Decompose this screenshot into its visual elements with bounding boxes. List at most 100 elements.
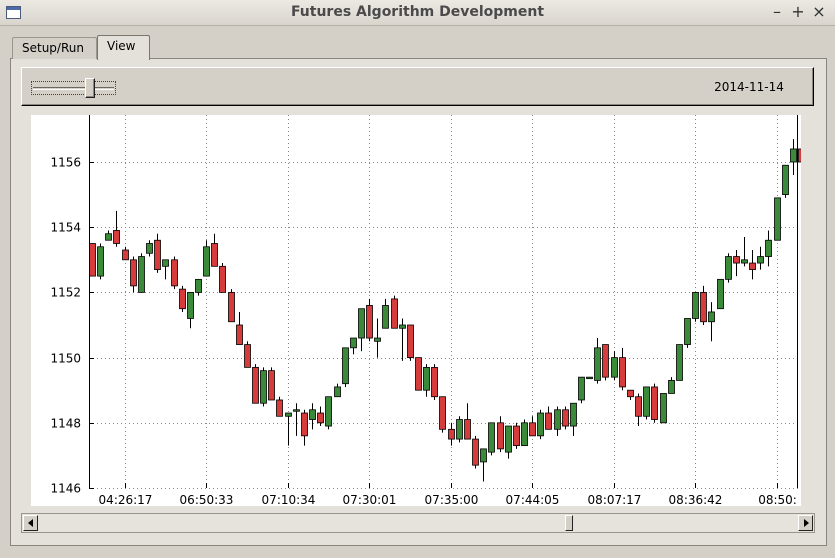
candle-body <box>342 347 349 385</box>
candle-body <box>130 259 137 287</box>
candle-body <box>594 347 601 381</box>
x-tick-label: 08:36:42 <box>669 493 723 506</box>
candle-body <box>122 249 129 261</box>
candle-body <box>554 409 561 430</box>
candle-body <box>374 337 381 342</box>
candle-body <box>708 311 715 323</box>
tab-view[interactable]: View <box>97 35 150 60</box>
candle-layer <box>89 126 830 482</box>
candle-body <box>505 425 512 453</box>
candle-body <box>382 305 389 329</box>
candle-body <box>757 256 764 264</box>
candle-body <box>488 422 495 453</box>
candle-body <box>146 243 153 254</box>
minimize-button[interactable]: – <box>773 2 781 21</box>
scroll-left-button[interactable] <box>23 515 38 531</box>
chart-canvas: 1146 1148 1150 1152 1154 1156 04:26:17 06:50:33… <box>50 115 830 507</box>
candle-body <box>537 412 544 437</box>
arrow-left-icon <box>28 519 33 527</box>
candle-body <box>171 259 178 287</box>
candle-body <box>733 256 740 264</box>
maximize-button[interactable]: + <box>791 2 805 21</box>
candle-body <box>765 239 772 257</box>
candle-body <box>635 396 642 417</box>
candle-body <box>293 409 300 412</box>
x-tick-label: 06:50:33 <box>180 493 234 506</box>
zoom-slider[interactable] <box>31 78 116 98</box>
candle-body <box>480 448 487 463</box>
candle-body <box>521 422 528 447</box>
candle-body <box>619 357 626 388</box>
x-tick-label: 04:26:17 <box>99 493 153 506</box>
scroll-right-button[interactable] <box>798 515 813 531</box>
candle-body <box>570 402 577 427</box>
x-tick-label: 07:10:34 <box>262 493 316 506</box>
candle-body <box>285 412 292 417</box>
candle-body <box>105 233 112 241</box>
candle-body <box>415 357 422 391</box>
candle-body <box>472 438 479 466</box>
candle-body <box>358 308 365 339</box>
scroll-thumb[interactable] <box>565 515 573 531</box>
candle-body <box>692 291 699 319</box>
candle-body <box>668 380 675 394</box>
candle-body <box>228 291 235 323</box>
y-tick-label: 1148 <box>50 417 81 431</box>
candle-body <box>244 344 251 368</box>
candle-body <box>602 344 609 378</box>
candle-body <box>334 386 341 398</box>
candle-body <box>219 265 226 293</box>
y-tick-label: 1146 <box>50 482 81 496</box>
candle-body <box>366 305 373 339</box>
candle-body <box>700 291 707 323</box>
candle-body <box>89 243 96 277</box>
candle-body <box>497 422 504 450</box>
y-tick-label: 1154 <box>50 221 81 235</box>
arrow-right-icon <box>804 519 809 527</box>
candle-body <box>464 419 471 440</box>
candle-body <box>309 409 316 420</box>
candle-body <box>798 148 805 163</box>
window-bottom-edge <box>0 546 835 558</box>
candle-body <box>431 366 438 398</box>
candle-body <box>684 318 691 345</box>
window-title: Futures Algorithm Development <box>290 4 545 20</box>
candle-body <box>325 396 332 427</box>
candle-body <box>627 389 634 398</box>
view-toolbar <box>21 67 814 106</box>
candle-body <box>676 344 683 381</box>
candle-body <box>643 386 650 417</box>
candle-body <box>562 409 569 427</box>
candle-body <box>187 291 194 319</box>
slider-focus-frame <box>31 81 116 95</box>
candle-body <box>399 324 406 329</box>
tab-setup-run[interactable]: Setup/Run <box>12 37 97 59</box>
candle-body <box>782 164 789 195</box>
candle-body <box>138 256 145 293</box>
candle-body <box>749 262 756 270</box>
candle-body <box>317 412 324 424</box>
candle-body <box>97 246 104 277</box>
candle-body <box>391 298 398 329</box>
candle-body <box>276 399 283 417</box>
slider-handle[interactable] <box>85 78 95 98</box>
candle-body <box>236 324 243 345</box>
horizontal-scrollbar[interactable] <box>21 513 815 533</box>
date-label: 2014-11-14 <box>714 80 784 94</box>
candle-body <box>651 386 658 420</box>
axis-layer: 1146 1148 1150 1152 1154 1156 04:26:17 06:50:33… <box>50 115 798 507</box>
candle-body <box>790 148 797 163</box>
candlestick-chart: 1146 1148 1150 1152 1154 1156 04:26:17 06:50:33… <box>31 115 830 507</box>
y-tick-label: 1150 <box>50 352 81 366</box>
y-tick-label: 1156 <box>50 156 81 170</box>
candle-body <box>113 230 120 244</box>
candle-body <box>211 243 218 267</box>
candle-body <box>252 366 259 404</box>
candle-body <box>268 370 275 401</box>
y-tick-label: 1152 <box>50 286 81 300</box>
candle-body <box>162 259 169 267</box>
close-button[interactable]: × <box>812 2 826 21</box>
candle-body <box>611 357 618 378</box>
window-icon <box>6 6 21 19</box>
x-tick-label: 07:44:05 <box>506 493 560 506</box>
